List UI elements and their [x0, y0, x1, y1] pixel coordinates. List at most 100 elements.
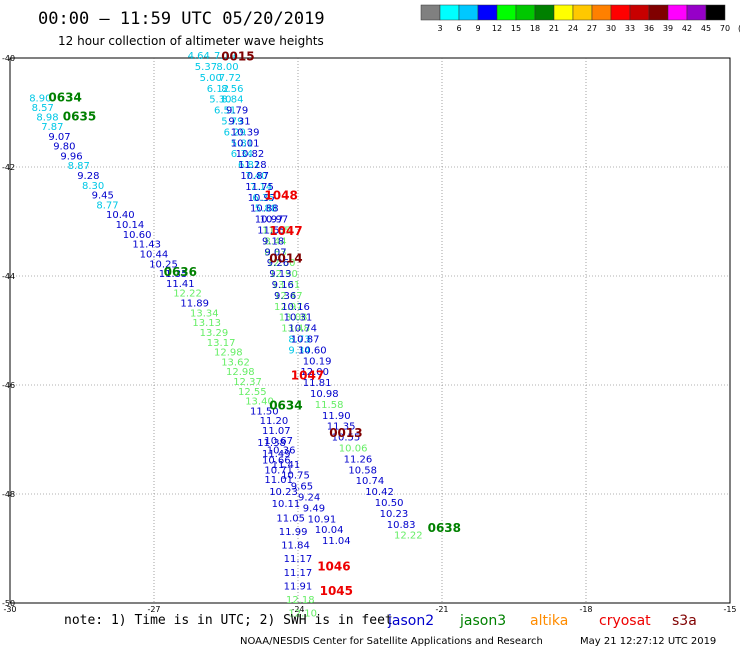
wave-height-value: 11.05 — [276, 513, 305, 524]
wave-height-value: 12.10 — [288, 609, 317, 620]
colorbar-label: 39 — [663, 24, 673, 33]
colorbar-label: 15 — [511, 24, 521, 33]
wave-height-value: 9.80 — [53, 142, 75, 153]
colorbar-swatch — [686, 4, 707, 21]
wave-height-value: 9.28 — [77, 171, 99, 182]
wave-height-value: 10.97 — [260, 215, 289, 226]
colorbar-swatch — [572, 4, 593, 21]
footer-timestamp: May 21 12:27:12 UTC 2019 — [580, 636, 716, 647]
wave-height-value: 10.42 — [365, 487, 394, 498]
wave-height-value: 10.87 — [291, 334, 320, 345]
wave-height-value: 10.74 — [356, 476, 385, 487]
wave-height-value: 11.17 — [284, 568, 313, 579]
wave-height-value: 10.04 — [315, 525, 344, 536]
wave-height-value: 13.40 — [245, 397, 274, 408]
wave-height-value: 10.16 — [281, 302, 310, 313]
colorbar-label: 33 — [625, 24, 635, 33]
wave-height-value: 11.43 — [132, 240, 161, 251]
wave-height-value: 8.00 — [216, 62, 238, 73]
wave-height-value: 10.74 — [288, 324, 317, 335]
wave-height-value: 11.81 — [303, 378, 332, 389]
wave-height-value: 9.26 — [267, 258, 289, 269]
wave-height-value: 10.71 — [264, 465, 293, 476]
wave-height-value: 9.31 — [228, 116, 250, 127]
wave-height-value: 5.79 — [221, 116, 243, 127]
colorbar-swatch — [591, 4, 612, 21]
colorbar-label: 70 — [720, 24, 730, 33]
wave-height-value: 4.64 — [188, 51, 210, 62]
wave-height-value: 9.96 — [60, 151, 82, 162]
wave-height-value: 5.88 — [255, 204, 277, 215]
wave-height-value: 11.35 — [159, 269, 188, 280]
wave-height-value: 8.73 — [288, 334, 310, 345]
wave-height-value: 11.99 — [279, 527, 308, 538]
colorbar-swatch — [515, 4, 536, 21]
wave-height-value: 8.87 — [68, 161, 90, 172]
wave-height-value: 6.29 — [224, 127, 246, 138]
pass-label: 0013 — [329, 426, 362, 440]
wave-height-value: 9.07 — [264, 247, 286, 258]
wave-height-value: 10.25 — [149, 259, 178, 270]
y-tick-label: -40 — [2, 54, 15, 63]
legend-altika: altika — [530, 613, 568, 629]
colorbar-swatch — [667, 4, 688, 21]
colorbar-swatch — [477, 4, 498, 21]
x-tick-label: -27 — [147, 605, 160, 614]
wave-height-value: 10.06 — [339, 443, 368, 454]
wave-height-value: 11.89 — [180, 299, 209, 310]
wave-height-value: 11.41 — [166, 279, 195, 290]
pass-label: 0635 — [63, 110, 96, 124]
wave-height-value: 11.01 — [264, 475, 293, 486]
wave-height-value: 13.48 — [281, 324, 310, 335]
y-tick-label: -42 — [2, 163, 15, 172]
wave-height-value: 6.35 — [252, 193, 274, 204]
colorbar-swatch — [534, 4, 555, 21]
wave-height-value: 8.30 — [82, 181, 104, 192]
wave-height-value: 11.55 — [257, 225, 286, 236]
wave-height-value: 6.12 — [207, 84, 229, 95]
pass-label: 0638 — [428, 521, 461, 535]
wave-height-value: 10.97 — [255, 215, 284, 226]
wave-height-value: 11.04 — [322, 536, 351, 547]
wave-height-value: 8.44 — [264, 236, 286, 247]
pass-label: 0634 — [269, 399, 302, 413]
x-tick-label: -21 — [435, 605, 448, 614]
wave-height-value: 9.18 — [262, 236, 284, 247]
wave-height-value: 10.97 — [248, 193, 277, 204]
wave-height-value: 10.87 — [240, 171, 269, 182]
x-tick-label: -18 — [579, 605, 592, 614]
colorbar-swatch — [420, 4, 441, 21]
y-tick-label: -48 — [2, 490, 15, 499]
colorbar-label: 42 — [682, 24, 692, 33]
pass-label: 1047 — [291, 369, 324, 383]
wave-height-value: 12.22 — [394, 531, 423, 542]
colorbar-swatch — [705, 4, 726, 21]
wave-height-value: 10.44 — [140, 249, 169, 260]
x-axis-ticks: -30 -27 -24 -21 -18 -15 — [3, 605, 736, 614]
wave-height-value: 11.91 — [284, 581, 313, 592]
wave-height-value: 12.37 — [233, 377, 262, 388]
wave-height-value: 10.67 — [264, 436, 293, 447]
legend-jason2: jason2 — [387, 613, 434, 629]
wave-height-value: 7.19 — [214, 51, 236, 62]
wave-height-value: 11.41 — [272, 460, 301, 471]
wave-height-value: 10.31 — [284, 313, 313, 324]
colorbar-label: 3 — [437, 24, 442, 33]
wave-height-value: 11.26 — [344, 454, 373, 465]
satellite-legend: jason2 jason3 altika cryosat s3a — [387, 613, 697, 629]
wave-height-value: 11.90 — [322, 411, 351, 422]
y-tick-label: -44 — [2, 272, 15, 281]
wave-height-value: 13.08 — [279, 313, 308, 324]
pass-label: 1045 — [320, 584, 353, 598]
wave-height-value: 11.28 — [238, 160, 267, 171]
chart-title: 00:00 – 11:59 UTC 05/20/2019 — [38, 9, 325, 29]
wave-height-value: 7.72 — [219, 73, 241, 84]
wave-height-value: 10.82 — [236, 149, 265, 160]
wave-height-value: 13.34 — [190, 308, 219, 319]
wave-height-value: 5.00 — [200, 73, 222, 84]
colorbar-swatch — [610, 4, 631, 21]
wave-height-value: 12.55 — [238, 387, 267, 398]
wave-height-value: 13.62 — [221, 357, 250, 368]
wave-height-value: 6.81 — [238, 160, 260, 171]
colorbar-label: 12 — [492, 24, 502, 33]
